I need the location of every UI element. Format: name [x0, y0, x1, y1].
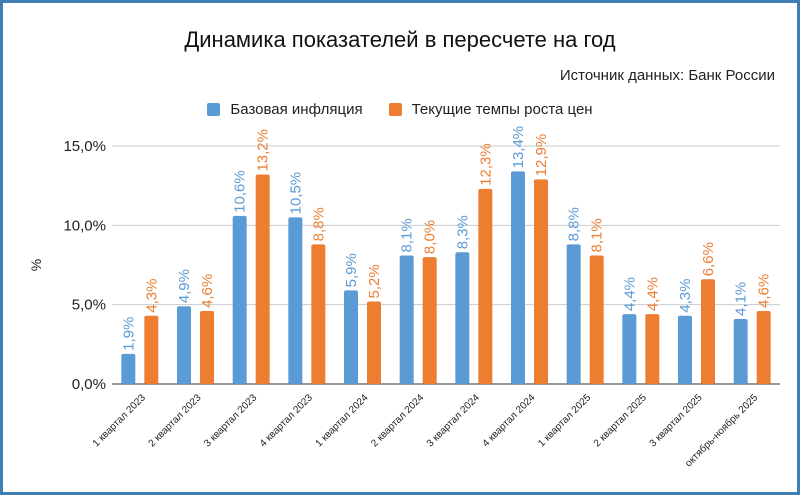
bar-0 [399, 255, 414, 384]
x-tick-label: 1 квартал 2023 [91, 392, 148, 449]
bar-0 [177, 306, 191, 384]
chart-subtitle: Источник данных: Банк России [559, 67, 775, 84]
data-label-0: 4,3% [677, 279, 694, 313]
bar-0 [344, 290, 358, 384]
bar-1 [200, 311, 214, 384]
y-tick-label: 0,0% [72, 376, 106, 393]
y-axis-label: % [28, 259, 44, 271]
bar-1 [701, 279, 715, 384]
x-tick-label: 1 квартал 2025 [536, 392, 593, 449]
data-label-1: 4,6% [199, 274, 216, 308]
bar-1 [589, 255, 604, 384]
data-label-1: 12,3% [477, 143, 494, 186]
bar-0 [678, 315, 692, 384]
data-label-1: 12,9% [533, 134, 550, 177]
data-label-0: 4,9% [176, 269, 193, 303]
data-label-1: 6,6% [700, 242, 717, 276]
legend-swatch-1 [388, 103, 402, 116]
bar-1 [422, 257, 437, 384]
legend-item-0: Базовая инфляция [207, 101, 363, 118]
data-label-0: 5,9% [343, 253, 360, 287]
bar-0 [455, 252, 470, 384]
bar-0 [622, 314, 637, 384]
legend-label-0: Базовая инфляция [230, 101, 363, 118]
bar-1 [255, 174, 270, 384]
y-tick-label: 10,0% [63, 217, 106, 234]
x-tick-label: 2 квартал 2025 [592, 392, 649, 449]
chart-title: Динамика показателей в пересчете на год [184, 27, 616, 52]
legend-item-1: Текущие темпы роста цен [388, 101, 593, 118]
bar-1 [144, 315, 159, 384]
x-tick-label: 1 квартал 2024 [314, 392, 371, 449]
bar-1 [534, 179, 548, 384]
x-tick-label: 3 квартал 2023 [202, 392, 259, 449]
data-label-0: 4,4% [621, 277, 638, 311]
bar-1 [478, 188, 493, 384]
data-label-0: 1,9% [120, 317, 137, 351]
data-label-1: 4,6% [756, 274, 773, 308]
x-tick-label: 4 квартал 2024 [481, 392, 538, 449]
data-label-0: 10,6% [232, 170, 249, 213]
legend-swatch-0 [207, 103, 221, 116]
data-label-0: 13,4% [510, 126, 527, 169]
y-tick-label: 15,0% [63, 138, 106, 155]
data-label-0: 8,8% [566, 207, 583, 241]
legend-label-1: Текущие темпы роста цен [411, 101, 593, 118]
x-tick-label: 3 квартал 2024 [425, 392, 482, 449]
data-label-1: 13,2% [255, 129, 272, 172]
data-label-1: 5,2% [366, 264, 383, 298]
data-label-0: 8,1% [399, 218, 416, 252]
y-tick-label: 5,0% [72, 297, 106, 314]
bar-0 [232, 215, 247, 384]
bar-1 [756, 311, 771, 384]
legend: Базовая инфляция Текущие темпы роста цен [3, 101, 797, 118]
bar-0 [733, 318, 748, 384]
data-label-1: 4,3% [143, 279, 160, 313]
bar-1 [645, 314, 660, 384]
data-label-1: 8,8% [310, 207, 327, 241]
x-tick-label: 4 квартал 2023 [258, 392, 315, 449]
x-tick-label: 2 квартал 2023 [147, 392, 204, 449]
data-label-0: 8,3% [454, 215, 471, 249]
data-label-1: 8,1% [589, 218, 606, 252]
data-label-0: 4,1% [733, 282, 750, 316]
data-label-1: 4,4% [644, 277, 661, 311]
bar-0 [121, 353, 136, 384]
bar-0 [511, 171, 525, 384]
data-label-1: 8,0% [422, 220, 439, 254]
bar-0 [288, 217, 303, 384]
bar-0 [566, 244, 581, 384]
bar-1 [311, 244, 326, 384]
x-tick-label: 2 квартал 2024 [369, 392, 426, 449]
x-tick-label: 3 квартал 2025 [648, 392, 705, 449]
data-label-0: 10,5% [287, 172, 304, 215]
bar-1 [367, 301, 381, 384]
